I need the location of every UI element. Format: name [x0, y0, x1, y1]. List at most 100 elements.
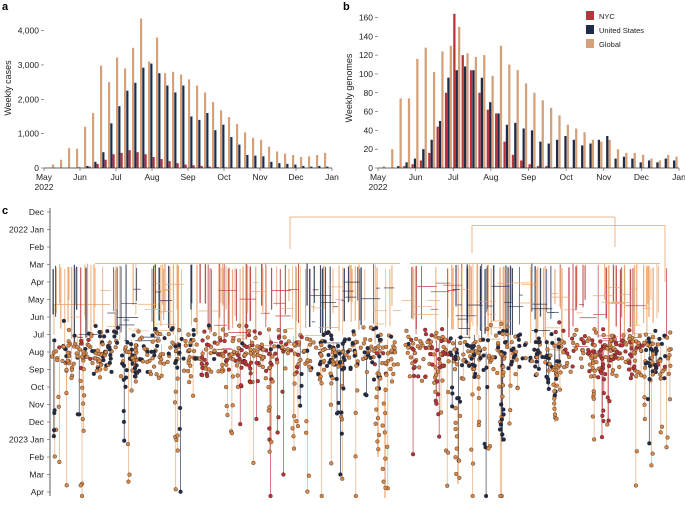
tree-tip — [663, 354, 668, 359]
bar-global — [407, 98, 411, 168]
tree-tip — [165, 359, 170, 365]
tree-tip — [222, 338, 227, 344]
tree-tip — [534, 372, 539, 377]
tree-tip — [347, 337, 352, 342]
tree-tip — [449, 385, 455, 390]
tree-tip — [440, 327, 445, 332]
tree-tip — [91, 371, 96, 376]
tree-tip — [470, 493, 475, 499]
tree-tip — [605, 422, 610, 427]
tree-tip — [557, 359, 562, 364]
tree-tip — [366, 353, 371, 358]
tree-tip — [579, 364, 585, 370]
tree-tip — [338, 472, 343, 477]
tree-tip — [286, 339, 291, 344]
tree-tip — [553, 329, 558, 335]
tree-tip — [131, 333, 136, 338]
tree-tip — [98, 362, 104, 367]
tree-tip — [504, 328, 509, 334]
tree-tip — [79, 338, 84, 344]
tree-tip — [240, 341, 245, 346]
tree-tip — [216, 369, 221, 374]
tree-tip — [126, 479, 131, 484]
tree-tip — [624, 342, 629, 347]
xtick-label: Sep — [521, 172, 536, 182]
tree-tip — [275, 360, 280, 365]
tree-tip — [71, 361, 76, 366]
tree-tip — [103, 366, 108, 371]
bar-united-states — [581, 145, 584, 168]
tree-tip — [156, 375, 161, 380]
tree-tip — [550, 340, 555, 346]
tree-tip — [603, 372, 608, 377]
tree-tip — [145, 359, 150, 365]
tree-tip — [506, 366, 511, 371]
tree-tip — [353, 350, 358, 355]
tree-tip — [643, 361, 648, 366]
bar-united-states — [455, 70, 458, 168]
tree-tip — [269, 439, 274, 445]
tree-tip — [486, 446, 491, 451]
tree-tip — [173, 487, 178, 492]
tree-tip — [607, 399, 612, 404]
tree-tip — [105, 329, 110, 334]
tree-tip — [179, 336, 184, 342]
tree-tip — [311, 340, 316, 345]
ytick-label: Aug — [29, 347, 44, 357]
tree-tip — [101, 357, 106, 363]
tree-tip — [667, 347, 672, 352]
tree-tip — [500, 331, 505, 337]
tree-tip — [148, 372, 153, 377]
tree-tip — [593, 353, 598, 358]
bar-nyc — [136, 152, 139, 168]
bar-nyc — [453, 13, 456, 169]
tree-tip — [626, 367, 632, 372]
tree-tip — [188, 340, 193, 345]
tree-tip — [296, 361, 301, 367]
tree-tip — [350, 341, 355, 346]
tree-tip — [230, 403, 235, 408]
legend-label: Global — [599, 40, 621, 49]
panel-a-label: a — [2, 1, 9, 13]
tree-tip — [450, 341, 456, 346]
tree-tip — [276, 335, 282, 340]
tree-tip — [82, 393, 87, 398]
tree-tip — [601, 418, 606, 424]
tree-tip — [60, 358, 65, 364]
bar-nyc — [536, 166, 540, 168]
bar-global — [284, 153, 287, 168]
bar-united-states — [214, 130, 217, 168]
tree-tip — [593, 330, 599, 335]
tree-tip — [244, 323, 249, 329]
tree-tip — [244, 344, 249, 350]
tree-tip — [127, 472, 132, 477]
tree-tip — [579, 337, 584, 342]
tree-tip — [614, 349, 620, 354]
tree-tip — [552, 396, 557, 401]
tree-tip — [554, 376, 559, 381]
tree-tip — [65, 351, 70, 356]
tree-tip — [389, 334, 394, 339]
xtick-label: Jul — [448, 172, 459, 182]
tree-tip — [423, 332, 429, 337]
xtick-label: May — [370, 172, 387, 182]
tree-tip — [607, 363, 612, 369]
tree-tip — [268, 360, 273, 365]
tree-tip — [513, 372, 518, 377]
tree-tip — [355, 388, 360, 393]
tree-tip — [411, 373, 417, 379]
ytick-label: 120 — [359, 50, 373, 60]
tree-tip — [610, 368, 616, 373]
tree-tip — [268, 347, 273, 352]
tree-tip — [453, 455, 458, 460]
tree-tip — [434, 330, 439, 336]
tree-tip — [266, 385, 271, 390]
ytick-label: 2023 Jan — [9, 435, 44, 445]
tree-tip — [79, 493, 85, 499]
tree-tip — [123, 384, 128, 389]
tree-tip — [111, 329, 117, 334]
xtick-label: Jul — [111, 172, 122, 182]
tree-tip — [86, 337, 91, 343]
tree-tip — [592, 437, 597, 442]
tree-tip — [270, 379, 275, 384]
